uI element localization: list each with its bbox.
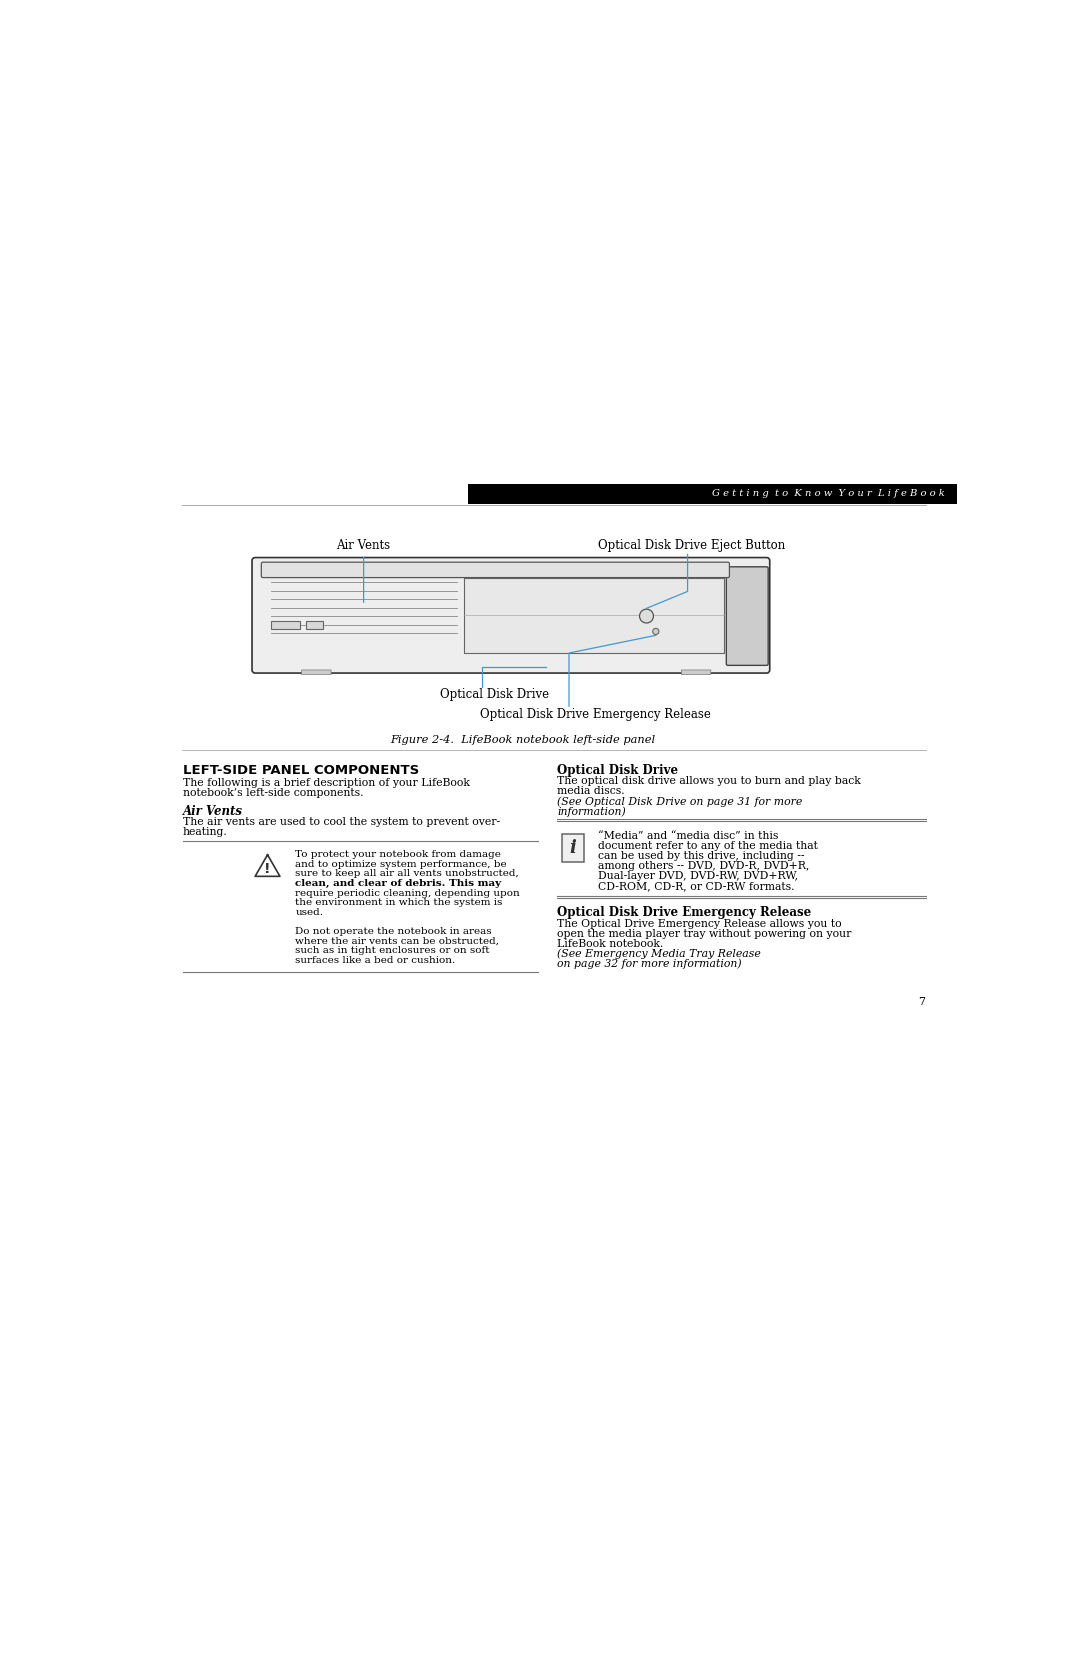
Text: Figure 2-4.  LifeBook notebook left-side panel: Figure 2-4. LifeBook notebook left-side … [390, 736, 656, 746]
Text: clean, and clear of debris. This may: clean, and clear of debris. This may [296, 880, 501, 888]
Text: LEFT-SIDE PANEL COMPONENTS: LEFT-SIDE PANEL COMPONENTS [183, 764, 419, 778]
Bar [307, 621, 323, 629]
Text: (See Optical Disk Drive on page 31 for more: (See Optical Disk Drive on page 31 for m… [557, 796, 802, 806]
Text: CD-ROM, CD-R, or CD-RW formats.: CD-ROM, CD-R, or CD-RW formats. [597, 881, 794, 891]
Text: Optical Disk Drive: Optical Disk Drive [440, 688, 549, 701]
Text: LifeBook notebook.: LifeBook notebook. [557, 938, 667, 948]
Text: “Media” and “media disc” in this: “Media” and “media disc” in this [597, 831, 778, 841]
Text: The optical disk drive allows you to burn and play back: The optical disk drive allows you to bur… [557, 776, 861, 786]
Text: document refer to any of the media that: document refer to any of the media that [597, 841, 818, 851]
Text: sure to keep all air all vents unobstructed,: sure to keep all air all vents unobstruc… [296, 870, 519, 878]
FancyBboxPatch shape [252, 557, 770, 673]
Text: notebook’s left-side components.: notebook’s left-side components. [183, 788, 364, 798]
Text: !: ! [265, 863, 271, 876]
Text: require periodic cleaning, depending upon: require periodic cleaning, depending upo… [296, 888, 521, 898]
Text: surfaces like a bed or cushion.: surfaces like a bed or cushion. [296, 956, 456, 965]
Text: where the air vents can be obstructed,: where the air vents can be obstructed, [296, 936, 499, 946]
Text: Air Vents: Air Vents [337, 539, 391, 552]
Text: 7: 7 [918, 998, 926, 1006]
Text: The air vents are used to cool the system to prevent over-: The air vents are used to cool the syste… [183, 818, 500, 828]
Text: The following is a brief description of your LifeBook: The following is a brief description of … [183, 778, 470, 788]
Bar [469, 484, 957, 504]
Text: open the media player tray without powering on your: open the media player tray without power… [557, 928, 852, 938]
Bar [271, 621, 300, 629]
Text: To protect your notebook from damage: To protect your notebook from damage [296, 850, 501, 860]
Text: on page 32 for more information): on page 32 for more information) [557, 958, 742, 970]
Text: the environment in which the system is: the environment in which the system is [296, 898, 503, 908]
Text: can be used by this drive, including --: can be used by this drive, including -- [597, 851, 805, 861]
Text: Optical Disk Drive Eject Button: Optical Disk Drive Eject Button [598, 539, 786, 552]
Text: The Optical Drive Emergency Release allows you to: The Optical Drive Emergency Release allo… [557, 918, 842, 928]
Text: information): information) [557, 806, 626, 816]
FancyBboxPatch shape [301, 669, 332, 674]
Text: Do not operate the notebook in areas: Do not operate the notebook in areas [296, 928, 492, 936]
Text: Air Vents: Air Vents [183, 804, 243, 818]
Text: i: i [569, 840, 577, 856]
Text: (See Emergency Media Tray Release: (See Emergency Media Tray Release [557, 948, 761, 960]
FancyBboxPatch shape [261, 562, 729, 577]
Text: Optical Disk Drive Emergency Release: Optical Disk Drive Emergency Release [557, 906, 812, 920]
Text: Optical Disk Drive Emergency Release: Optical Disk Drive Emergency Release [480, 708, 711, 721]
Text: heating.: heating. [183, 828, 228, 838]
FancyBboxPatch shape [681, 669, 711, 674]
Text: Dual-layer DVD, DVD-RW, DVD+RW,: Dual-layer DVD, DVD-RW, DVD+RW, [597, 871, 798, 881]
Bar [562, 834, 583, 861]
Circle shape [639, 609, 653, 623]
Text: used.: used. [296, 908, 323, 916]
Bar [464, 577, 724, 653]
Text: such as in tight enclosures or on soft: such as in tight enclosures or on soft [296, 946, 490, 955]
Circle shape [652, 629, 659, 634]
Text: Optical Disk Drive: Optical Disk Drive [557, 764, 678, 778]
Text: and to optimize system performance, be: and to optimize system performance, be [296, 860, 507, 870]
Text: media discs.: media discs. [557, 786, 629, 796]
FancyBboxPatch shape [727, 567, 768, 666]
Text: G e t t i n g  t o  K n o w  Y o u r  L i f e B o o k: G e t t i n g t o K n o w Y o u r L i f … [712, 489, 945, 497]
Text: among others -- DVD, DVD-R, DVD+R,: among others -- DVD, DVD-R, DVD+R, [597, 861, 809, 871]
